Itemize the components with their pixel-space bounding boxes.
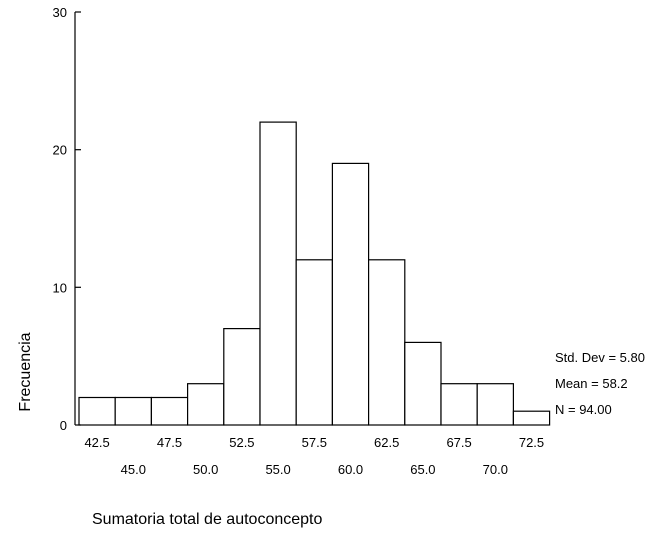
- x-tick-label-42.5: 42.5: [84, 435, 109, 450]
- x-tick-label-67.5: 67.5: [446, 435, 471, 450]
- bar-52.5: [223, 328, 261, 426]
- x-tick-label-65.0: 65.0: [410, 462, 435, 477]
- bar-55.0: [259, 121, 297, 426]
- bar-42.5: [78, 396, 116, 426]
- bar-72.5: [512, 410, 551, 426]
- x-ticks-group: 42.5 45.0 47.5 50.0 52.5 55.0 57.5 60.0 62.5 65.0…: [84, 435, 544, 477]
- x-tick-label-57.5: 57.5: [302, 435, 327, 450]
- bar-50.0: [187, 383, 225, 426]
- std-dev-stat: Std. Dev = 5.80: [555, 350, 645, 365]
- x-tick-label-60.0: 60.0: [338, 462, 363, 477]
- y-tick-label-30: 30: [53, 5, 67, 20]
- y-tick-label-10: 10: [53, 280, 67, 295]
- y-tick-label-0: 0: [60, 418, 67, 433]
- x-tick-label-62.5: 62.5: [374, 435, 399, 450]
- x-axis-title: Sumatoria total de autoconcepto: [92, 511, 322, 528]
- x-tick-label-52.5: 52.5: [229, 435, 254, 450]
- x-tick-label-55.0: 55.0: [265, 462, 290, 477]
- x-tick-label-70.0: 70.0: [483, 462, 508, 477]
- y-ticks-group: 0 10 20 30: [53, 5, 81, 433]
- bar-45.0: [114, 396, 152, 426]
- x-tick-label-72.5: 72.5: [519, 435, 544, 450]
- bar-67.5: [440, 383, 478, 426]
- y-tick-label-20: 20: [53, 143, 67, 158]
- bar-70.0: [476, 383, 515, 426]
- bars-group: [78, 121, 551, 426]
- x-tick-label-47.5: 47.5: [157, 435, 182, 450]
- bar-65.0: [404, 341, 442, 426]
- bar-57.5: [295, 259, 334, 426]
- y-axis-title: Frecuencia: [17, 332, 34, 411]
- mean-stat: Mean = 58.2: [555, 376, 628, 391]
- bar-62.5: [368, 259, 406, 426]
- n-stat: N = 94.00: [555, 402, 612, 417]
- bar-47.5: [150, 396, 189, 426]
- bar-60.0: [331, 162, 370, 426]
- x-tick-label-50.0: 50.0: [193, 462, 218, 477]
- x-tick-label-45.0: 45.0: [121, 462, 146, 477]
